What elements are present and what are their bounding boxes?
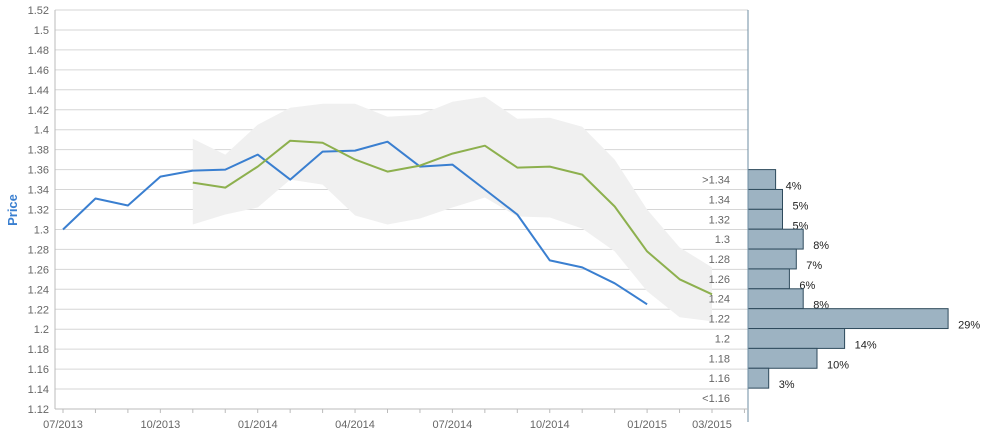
- histogram-percent-label: 29%: [958, 320, 980, 332]
- x-tick-label: 03/2015: [692, 419, 732, 431]
- y-tick-label: 1.18: [28, 344, 49, 356]
- x-tick-label: 01/2015: [627, 419, 667, 431]
- histogram-bin-label: 1.18: [709, 353, 730, 365]
- y-tick-label: 1.2: [34, 324, 49, 336]
- y-tick-label: 1.34: [28, 185, 49, 197]
- y-tick-label: 1.3: [34, 224, 49, 236]
- histogram-bar: [747, 328, 846, 349]
- histogram-bin-label: 1.28: [709, 254, 730, 266]
- histogram-percent-label: 14%: [855, 339, 877, 351]
- histogram-bin-label: 1.24: [709, 294, 730, 306]
- histogram-bar: [747, 367, 770, 389]
- histogram-bin-label: 1.2: [715, 333, 730, 345]
- y-tick-label: 1.14: [28, 384, 49, 396]
- histogram-bar: [747, 169, 777, 190]
- histogram-bar: [747, 268, 790, 290]
- x-tick-label: 04/2014: [335, 419, 375, 431]
- histogram-bin-label: 1.3: [715, 234, 730, 246]
- actual-series-line: [62, 140, 648, 306]
- histogram-bar: [747, 288, 804, 310]
- histogram-bar: [747, 308, 949, 330]
- forecast-series-line: [192, 139, 713, 296]
- y-axis-label: Price: [5, 194, 20, 226]
- x-tick-label: 10/2014: [530, 419, 570, 431]
- axes: [54, 10, 749, 422]
- y-tick-label: 1.48: [28, 45, 49, 57]
- x-tick-label: 10/2013: [140, 419, 180, 431]
- histogram-percent-label: 3%: [779, 379, 795, 391]
- y-tick-label: 1.12: [28, 404, 49, 416]
- y-tick-label: 1.44: [28, 85, 49, 97]
- y-tick-label: 1.24: [28, 284, 49, 296]
- y-tick-label: 1.38: [28, 145, 49, 157]
- histogram-bar: [747, 248, 797, 270]
- y-tick-label: 1.32: [28, 205, 49, 217]
- histogram-bin-label: 1.32: [709, 214, 730, 226]
- histogram-bin-label: 1.26: [709, 274, 730, 286]
- histogram-bin-label: 1.34: [709, 194, 730, 206]
- histogram-percent-label: 8%: [813, 240, 829, 252]
- y-axis-ticks: 1.12 1.14 1.16 1.18 1.2 1.22 1.24 1.26 1.28 1.3 1.…: [28, 5, 49, 416]
- histogram-bar: [747, 228, 804, 250]
- y-tick-label: 1.5: [34, 25, 49, 37]
- x-tick-label: 01/2014: [238, 419, 278, 431]
- x-tick-label: 07/2013: [43, 419, 83, 431]
- histogram-bin-label: 1.22: [709, 314, 730, 326]
- y-tick-label: 1.16: [28, 364, 49, 376]
- histogram-bar: [747, 208, 783, 230]
- histogram-bin-label: <1.16: [702, 393, 730, 405]
- y-tick-label: 1.4: [34, 125, 49, 137]
- y-tick-label: 1.46: [28, 65, 49, 77]
- y-tick-label: 1.26: [28, 264, 49, 276]
- y-tick-label: 1.36: [28, 165, 49, 177]
- histogram-percent-label: 5%: [793, 200, 809, 212]
- histogram-bin-label: >1.34: [702, 175, 730, 187]
- histogram-percent-label: 10%: [827, 359, 849, 371]
- y-tick-label: 1.52: [28, 5, 49, 17]
- y-tick-label: 1.28: [28, 244, 49, 256]
- y-tick-label: 1.22: [28, 304, 49, 316]
- series: [62, 139, 713, 306]
- histogram-bar: [747, 188, 783, 210]
- histogram-percent-label: 7%: [806, 260, 822, 272]
- x-axis-ticks: 07/2013 10/2013 01/2014 04/2014 07/2014 10/20…: [43, 419, 732, 431]
- histogram-bin-label: 1.16: [709, 373, 730, 385]
- y-tick-label: 1.42: [28, 105, 49, 117]
- histogram-bar: [747, 347, 818, 369]
- x-tick-label: 07/2014: [433, 419, 473, 431]
- histogram-percent-label: 4%: [786, 181, 802, 193]
- probability-histogram: >1.34 4%1.34 5%1.32 5%1.3 8%1.28 7%1.26 6%1.24…: [702, 169, 980, 405]
